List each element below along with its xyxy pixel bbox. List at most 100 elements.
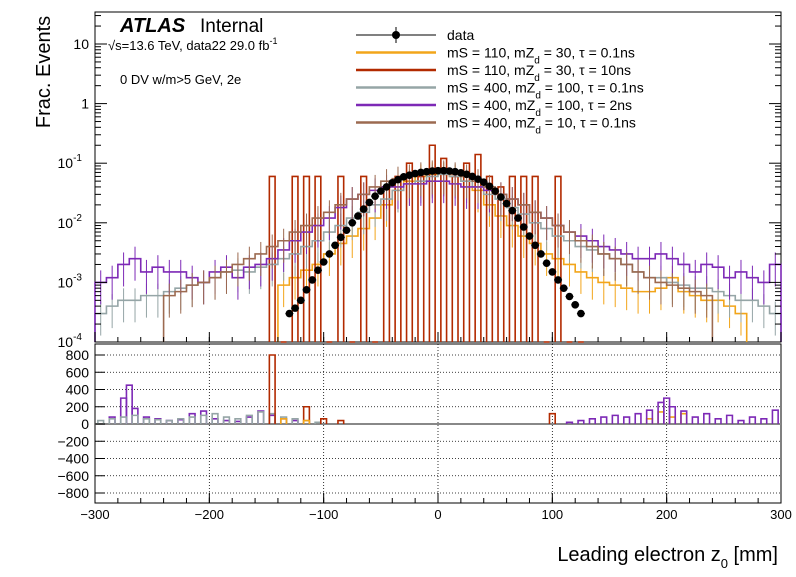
- data-point: [497, 193, 505, 201]
- ratio-histograms: [95, 354, 781, 425]
- ratio-y-tick-label: −600: [57, 468, 89, 484]
- y-tick-label: 10-1: [58, 153, 83, 171]
- ratio-bin: [131, 414, 139, 424]
- histogram-line: [94, 180, 782, 342]
- histogram-bin: [474, 153, 482, 342]
- data-point: [291, 304, 299, 312]
- data-point: [337, 233, 345, 242]
- ratio-y-tick-label: 200: [66, 399, 90, 415]
- energy-label: √s=13.6 TeV, data22 29.0 fb-1: [108, 36, 277, 53]
- x-tick-label: −200: [195, 507, 224, 522]
- ratio-bin: [703, 412, 711, 424]
- ratio-bin: [125, 384, 133, 424]
- histogram-bin: [508, 175, 516, 342]
- data-point: [474, 175, 482, 183]
- histogram-bin: [440, 157, 448, 342]
- histogram-bin: [337, 175, 345, 342]
- ratio-bin: [657, 411, 665, 424]
- x-tick-label: −100: [309, 507, 338, 522]
- data-point: [514, 214, 522, 222]
- histogram-bin: [405, 162, 414, 342]
- data-point: [359, 205, 368, 213]
- experiment-label: ATLAS: [119, 15, 186, 37]
- ratio-bin: [257, 411, 265, 424]
- ratio-bin: [222, 416, 231, 424]
- histogram-bin: [360, 175, 368, 342]
- data-point: [565, 292, 574, 301]
- axes: −300 −200 −100 0 100 200 300 10 1 10-1 10-2 10-3 10-…: [57, 15, 792, 522]
- ratio-bin: [302, 405, 311, 424]
- y-tick-label: 10: [73, 36, 89, 52]
- data-point: [537, 250, 545, 258]
- data-point: [377, 187, 385, 195]
- ratio-bin: [760, 418, 768, 424]
- y-axis-label: Frac. Events: [33, 16, 55, 128]
- data-point: [428, 167, 437, 175]
- ratio-bin: [725, 414, 734, 424]
- histogram-bin: [554, 175, 562, 342]
- ratio-bin: [142, 418, 151, 424]
- ratio-bin: [291, 418, 299, 424]
- histogram-bin: [428, 144, 436, 342]
- legend-label: data: [447, 27, 474, 43]
- data-point: [297, 296, 305, 305]
- ratio-bin: [600, 416, 608, 424]
- ratio-bin: [668, 405, 677, 424]
- data-point: [451, 167, 459, 176]
- ratio-bin: [199, 414, 208, 424]
- ratio-bin: [97, 419, 105, 424]
- ratio-bin: [577, 419, 585, 424]
- ratio-bin: [211, 412, 219, 424]
- x-axis-label: Leading electron z0 [mm]: [557, 544, 778, 571]
- data-point: [285, 309, 294, 318]
- ratio-bin: [199, 410, 208, 424]
- data-point: [479, 178, 488, 186]
- data-point: [519, 223, 528, 231]
- data-point: [559, 284, 568, 292]
- data-point: [485, 182, 494, 191]
- ratio-bin: [337, 419, 345, 424]
- ratio-bin: [565, 421, 574, 424]
- ratio-y-tick-label: 800: [66, 347, 90, 363]
- data-point: [314, 266, 322, 275]
- ratio-y-tick-label: 400: [66, 382, 90, 398]
- ratio-bin: [119, 416, 128, 424]
- legend-label: mS = 110, mZd = 30, τ = 0.1ns: [447, 45, 635, 67]
- data-point: [417, 168, 425, 177]
- ratio-bin: [234, 418, 242, 424]
- x-axis-label-sub: 0: [721, 556, 728, 571]
- data-points: [285, 166, 585, 318]
- x-tick-label: 0: [434, 507, 441, 522]
- data-point: [491, 187, 499, 195]
- ratio-bin: [680, 410, 688, 424]
- data-point: [308, 276, 317, 284]
- ratio-bin: [154, 418, 162, 424]
- x-axis-label-unit: [mm]: [728, 544, 778, 566]
- ratio-bin: [657, 401, 665, 424]
- data-point: [422, 167, 431, 176]
- x-tick-label: 200: [656, 507, 678, 522]
- ratio-y-tick-label: −400: [57, 451, 89, 467]
- data-point: [548, 268, 557, 276]
- ratio-y-tick-label: 600: [66, 364, 90, 380]
- ratio-bin: [188, 416, 196, 424]
- ratio-bin: [131, 407, 139, 424]
- data-point: [508, 206, 517, 215]
- legend-label: mS = 400, mZd = 100, τ = 2ns: [447, 97, 632, 119]
- ratio-bin: [737, 419, 745, 424]
- energy-text: √s=13.6 TeV, data22 29.0 fb: [108, 38, 269, 53]
- status-label: Internal: [200, 16, 263, 37]
- ratio-bin: [714, 418, 722, 424]
- histogram-bin: [531, 175, 539, 342]
- data-point: [554, 276, 562, 284]
- data-point: [319, 258, 328, 266]
- x-axis-label-main: Leading electron z: [557, 544, 720, 566]
- y-tick-label: 10-2: [58, 213, 83, 231]
- ratio-bin: [645, 409, 654, 424]
- x-tick-label: 100: [541, 507, 563, 522]
- data-point: [348, 219, 357, 227]
- ratio-bin: [668, 416, 677, 424]
- legend-label: mS = 110, mZd = 30, τ = 10ns: [447, 62, 631, 84]
- ratio-bin: [748, 416, 757, 424]
